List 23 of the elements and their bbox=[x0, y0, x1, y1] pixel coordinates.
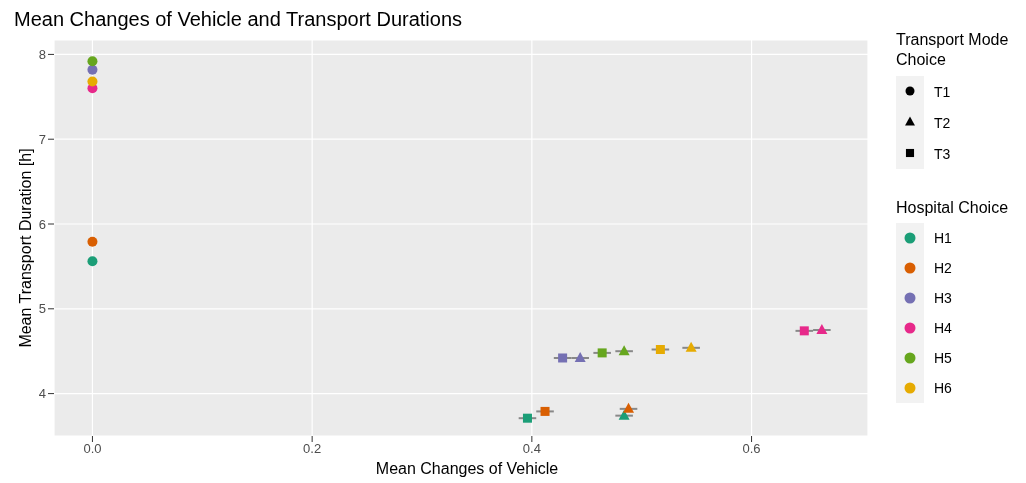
y-tick-label: 4 bbox=[38, 386, 46, 402]
x-axis-title: Mean Changes of Vehicle bbox=[374, 460, 560, 478]
chart-title: Mean Changes of Vehicle and Transport Durations bbox=[14, 8, 463, 31]
legend-label: H6 bbox=[934, 380, 952, 396]
legend-label: H3 bbox=[934, 290, 952, 306]
x-tick-label: 0.4 bbox=[522, 441, 541, 457]
text: T1 bbox=[934, 83, 951, 100]
x-tick-label: 0.2 bbox=[303, 441, 322, 457]
legend-title: Hospital Choice bbox=[896, 199, 1010, 217]
legend-label: H4 bbox=[934, 320, 952, 336]
legend-label: H1 bbox=[934, 230, 952, 246]
x-tick-label: 0.0 bbox=[83, 441, 102, 457]
y-tick-label: 6 bbox=[38, 216, 46, 232]
legend-label: H2 bbox=[934, 260, 952, 276]
text: T2 bbox=[934, 114, 951, 131]
legend-label: H5 bbox=[934, 350, 952, 366]
text: T3 bbox=[934, 145, 951, 162]
x-tick-label: 0.6 bbox=[742, 441, 761, 457]
y-tick-label: 7 bbox=[38, 131, 46, 147]
text: Transport Mode Choice bbox=[896, 30, 1010, 70]
y-axis-title: Mean Transport Duration [h] bbox=[17, 148, 35, 348]
y-tick-label: 5 bbox=[38, 301, 46, 317]
y-tick-label: 8 bbox=[38, 47, 46, 63]
